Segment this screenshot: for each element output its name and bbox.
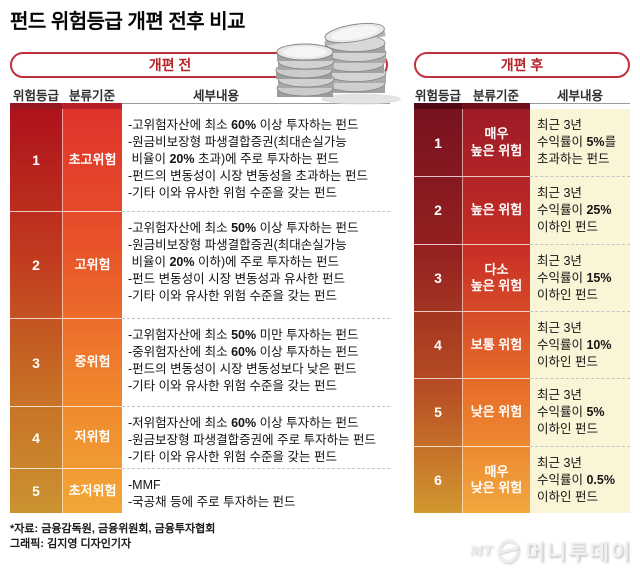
risk-grade-details: -MMF -국공채 등에 주로 투자하는 펀드 — [122, 468, 390, 513]
table-row: 1 매우 높은 위험 최근 3년 수익률이 5%를 초과하는 펀드 — [414, 109, 630, 177]
risk-grade-number: 3 — [414, 243, 462, 311]
after-rows: 1 매우 높은 위험 최근 3년 수익률이 5%를 초과하는 펀드 2 높은 위험 … — [414, 109, 630, 513]
after-reform-pill: 개편 후 — [414, 52, 630, 78]
risk-grade-details: 최근 3년 수익률이 15% 이하인 펀드 — [530, 243, 630, 311]
table-top-accent — [10, 103, 390, 109]
page-title: 펀드 위험등급 개편 전후 비교 — [10, 11, 246, 33]
risk-grade-details: 최근 3년 수익률이 5%를 초과하는 펀드 — [530, 109, 630, 177]
table-row: 3 중위험 -고위험자산에 최소 50% 미만 투자하는 펀드 -중위험자산에 최… — [10, 318, 390, 406]
column-header-criteria: 분류기준 — [68, 89, 115, 103]
logo-mt-text: MT — [469, 542, 493, 559]
table-row: 1 초고위험 -고위험자산에 최소 60% 이상 투자하는 펀드 -원금비보장형 … — [10, 109, 390, 211]
risk-grade-label: 낮은 위험 — [462, 378, 530, 446]
risk-grade-details: 최근 3년 수익률이 5% 이하인 펀드 — [530, 378, 630, 446]
risk-grade-number: 4 — [10, 406, 62, 468]
risk-grade-details: 최근 3년 수익률이 10% 이하인 펀드 — [530, 310, 630, 379]
risk-grade-label: 초저위험 — [62, 468, 122, 513]
moneytoday-logo: MT 머니투데이 — [470, 536, 632, 566]
risk-grade-number: 3 — [10, 318, 62, 406]
before-reform-pill-label: 개편 전 — [148, 57, 192, 73]
before-rows: 1 초고위험 -고위험자산에 최소 60% 이상 투자하는 펀드 -원금비보장형 … — [10, 109, 390, 513]
table-row: 5 낮은 위험 최근 3년 수익률이 5% 이하인 펀드 — [414, 378, 630, 446]
risk-grade-label: 보통 위험 — [462, 310, 530, 379]
column-header-risk-grade: 위험등급 — [12, 89, 59, 103]
risk-grade-label: 높은 위험 — [462, 176, 530, 244]
coin-stack-illustration — [275, 22, 401, 105]
after-reform-table: 1 매우 높은 위험 최근 3년 수익률이 5%를 초과하는 펀드 2 높은 위험 … — [414, 103, 630, 513]
table-row: 2 높은 위험 최근 3년 수익률이 25% 이하인 펀드 — [414, 176, 630, 244]
table-row: 3 다소 높은 위험 최근 3년 수익률이 15% 이하인 펀드 — [414, 243, 630, 311]
logo-name-text: 머니투데이 — [525, 541, 632, 564]
after-column-headers: 위험등급 분류기준 세부내용 — [414, 85, 630, 104]
risk-grade-label: 중위험 — [62, 318, 122, 406]
risk-grade-number: 6 — [414, 445, 462, 513]
before-column-headers: 위험등급 분류기준 세부내용 — [10, 85, 390, 104]
risk-grade-details: 최근 3년 수익률이 0.5% 이하인 펀드 — [530, 445, 630, 513]
risk-grade-number: 1 — [434, 134, 442, 151]
logo-circle-icon — [495, 536, 522, 566]
after-reform-pill-label: 개편 후 — [500, 57, 544, 73]
table-row: 4 보통 위험 최근 3년 수익률이 10% 이하인 펀드 — [414, 310, 630, 379]
grade-column-gradient — [10, 109, 62, 513]
column-header-risk-grade: 위험등급 — [414, 89, 461, 103]
risk-grade-label: 저위험 — [62, 406, 122, 468]
table-top-accent — [414, 103, 630, 109]
column-header-criteria: 분류기준 — [472, 89, 519, 103]
risk-grade-number: 4 — [414, 310, 462, 378]
risk-grade-details: -고위험자산에 최소 50% 미만 투자하는 펀드 -중위험자산에 최소 60% … — [122, 318, 390, 406]
risk-grade-details: -고위험자산에 최소 50% 이상 투자하는 펀드 -원금비보장형 파생결합증권(… — [122, 211, 390, 318]
risk-grade-label: 매우 높은 위험 — [462, 109, 530, 177]
column-header-details: 세부내용 — [192, 89, 239, 103]
source-note: *자료: 금융감독원, 금융위원회, 금융투자협회 — [10, 523, 216, 535]
table-row: 2 고위험 -고위험자산에 최소 50% 이상 투자하는 펀드 -원금비보장형 파… — [10, 211, 390, 318]
risk-grade-number: 2 — [414, 176, 462, 243]
risk-grade-number: 1 — [32, 152, 40, 168]
risk-grade-number: 2 — [10, 211, 62, 318]
footer-credits: *자료: 금융감독원, 금융위원회, 금융투자협회 그래픽: 김지영 디자인기자 — [10, 522, 215, 552]
risk-grade-label: 매우 낮은 위험 — [462, 445, 530, 513]
graphic-credit: 그래픽: 김지영 디자인기자 — [10, 538, 132, 550]
before-reform-table: 1 초고위험 -고위험자산에 최소 60% 이상 투자하는 펀드 -원금비보장형 … — [10, 103, 390, 513]
risk-grade-details: -저위험자산에 최소 60% 이상 투자하는 펀드 -원금보장형 파생결합증권에 … — [122, 406, 390, 468]
criteria-column-gradient — [62, 109, 122, 513]
risk-grade-number: 5 — [10, 468, 62, 513]
risk-grade-label: 초고위험 — [62, 109, 122, 211]
table-row: 4 저위험 -저위험자산에 최소 60% 이상 투자하는 펀드 -원금보장형 파생… — [10, 406, 390, 468]
column-header-details: 세부내용 — [556, 89, 603, 103]
risk-grade-details: 최근 3년 수익률이 25% 이하인 펀드 — [530, 176, 630, 244]
table-row: 6 매우 낮은 위험 최근 3년 수익률이 0.5% 이하인 펀드 — [414, 445, 630, 513]
table-row: 5 초저위험 -MMF -국공채 등에 주로 투자하는 펀드 — [10, 468, 390, 513]
risk-grade-label: 고위험 — [62, 211, 122, 318]
risk-grade-details: -고위험자산에 최소 60% 이상 투자하는 펀드 -원금비보장형 파생결합증권(… — [122, 109, 390, 211]
risk-grade-number: 5 — [414, 378, 462, 445]
risk-grade-label: 다소 높은 위험 — [462, 243, 530, 311]
